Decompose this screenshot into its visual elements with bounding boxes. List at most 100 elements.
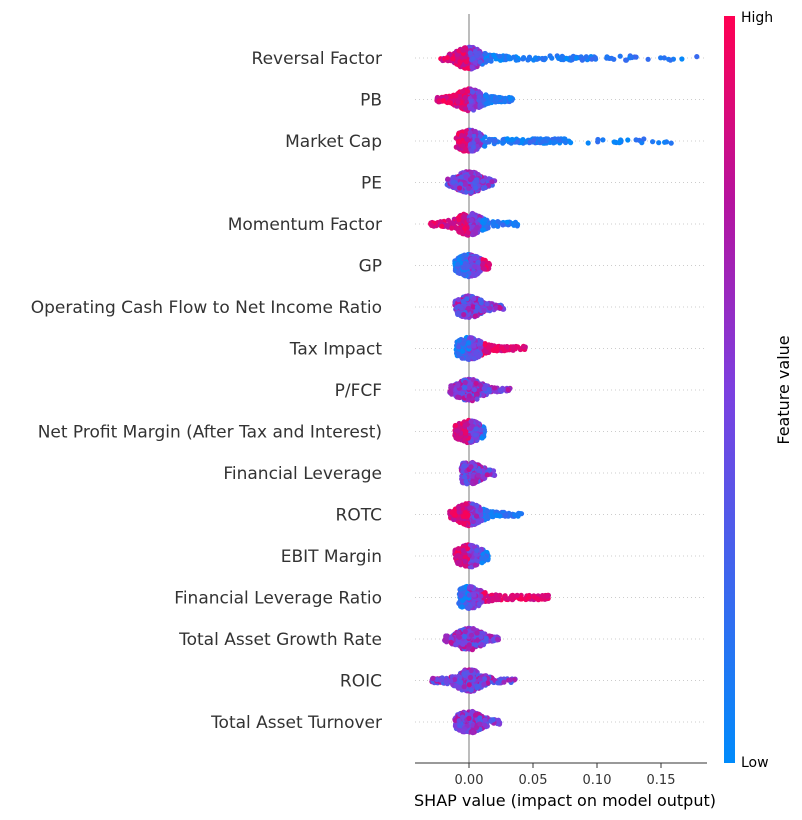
shap-point [455, 394, 461, 400]
shap-point [455, 261, 461, 267]
shap-point [549, 55, 555, 61]
shap-point [481, 307, 487, 313]
shap-point [459, 132, 465, 139]
shap-point [459, 355, 465, 361]
shap-point [559, 53, 565, 59]
shap-point [502, 595, 508, 601]
shap-point [474, 304, 480, 310]
shap-point [500, 140, 506, 146]
shap-point [439, 223, 445, 229]
shap-point [477, 133, 483, 139]
shap-point [477, 507, 483, 513]
shap-point [479, 555, 485, 561]
shap-point [465, 340, 472, 346]
shap-point [500, 222, 506, 228]
shap-point [497, 387, 503, 393]
shap-point [493, 56, 499, 62]
shap-point [540, 138, 546, 145]
shap-point [455, 428, 461, 434]
shap-point [579, 57, 585, 63]
shap-point [504, 344, 510, 350]
shap-point [509, 595, 515, 601]
shap-point [668, 140, 674, 146]
shap-point [468, 217, 475, 223]
shap-point [467, 130, 473, 136]
shap-point [455, 382, 461, 388]
shap-point [494, 96, 500, 102]
shap-point [611, 139, 617, 145]
shap-point [460, 47, 466, 53]
shap-point [450, 56, 456, 62]
shap-point [451, 220, 457, 227]
shap-point [473, 380, 479, 386]
shap-point [462, 558, 468, 564]
shap-point [473, 479, 479, 485]
shap-point [491, 385, 498, 391]
shap-point [482, 93, 488, 99]
shap-point [465, 605, 471, 611]
shap-point [464, 88, 471, 94]
shap-point [460, 547, 466, 554]
shap-point [468, 189, 474, 195]
shap-point [473, 185, 479, 191]
shap-point [474, 137, 480, 143]
shap-point [457, 554, 463, 560]
shap-point [460, 143, 466, 149]
shap-point [464, 136, 470, 142]
shap-point [429, 222, 435, 228]
shap-point [472, 432, 478, 438]
shap-point [589, 56, 595, 62]
shap-point [534, 136, 541, 142]
shap-point [497, 513, 503, 519]
shap-point [540, 56, 546, 62]
shap-point [458, 593, 464, 599]
shap-point [468, 335, 474, 341]
shap-point [600, 137, 606, 143]
shap-point [485, 514, 491, 520]
shap-point [480, 185, 486, 191]
shap-point [461, 252, 467, 258]
shap-point [465, 512, 471, 518]
shap-point [456, 48, 462, 54]
shap-point [445, 217, 451, 223]
shap-point [464, 296, 470, 302]
shap-point [473, 230, 479, 236]
shap-point [468, 418, 474, 425]
shap-point [479, 517, 485, 524]
shap-point [650, 139, 656, 145]
shap-point [462, 422, 468, 428]
shap-point [456, 505, 462, 511]
shap-point [568, 140, 574, 146]
shap-point [679, 56, 685, 62]
shap-point [505, 387, 511, 393]
shap-point [480, 227, 486, 233]
shap-point [661, 55, 667, 61]
shap-point [694, 54, 700, 60]
shap-point [629, 54, 635, 61]
shap-point [557, 137, 563, 143]
shap-point [515, 139, 521, 145]
shap-point [473, 350, 479, 356]
shap-point [475, 472, 481, 478]
shap-point [561, 136, 567, 142]
shap-point [573, 55, 580, 61]
shap-point [604, 54, 610, 60]
shap-point [444, 55, 450, 61]
shap-point [468, 169, 474, 176]
shap-point [455, 311, 461, 317]
shap-point [497, 305, 503, 311]
shap-point [583, 54, 589, 60]
shap-point [489, 179, 495, 185]
shap-point [436, 98, 442, 104]
shap-point [458, 174, 465, 180]
shap-point [468, 98, 474, 104]
shap-point [477, 297, 483, 303]
shap-point [463, 478, 469, 485]
shap-point [453, 93, 459, 99]
shap-point [478, 427, 484, 433]
shap-point [456, 546, 462, 552]
shap-point [641, 136, 647, 142]
shap-point [471, 343, 477, 349]
shap-point [490, 597, 496, 603]
